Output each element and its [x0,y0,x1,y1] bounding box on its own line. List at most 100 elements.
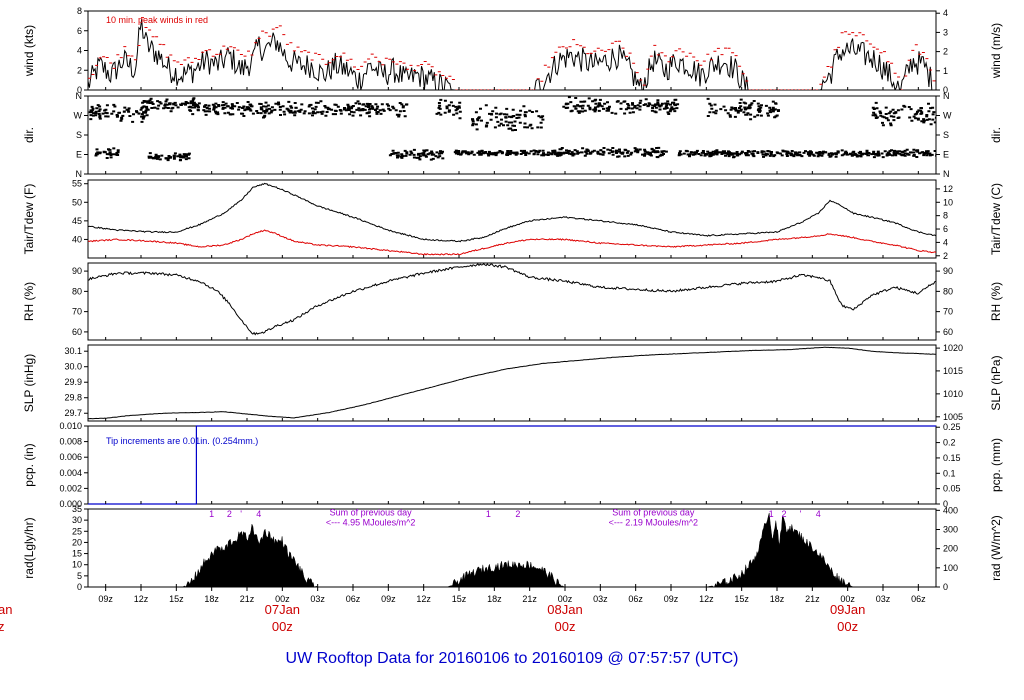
y-axis-label-left: Tair/Tdew (F) [22,184,36,255]
right-tick-label: W [943,111,952,121]
left-tick-label: 0.006 [59,452,82,462]
date-label: 07Jan [265,602,300,617]
y-axis-label-right: SLP (hPa) [989,355,1003,410]
left-tick-label: 29.9 [64,377,82,387]
left-tick-label: 29.8 [64,393,82,403]
time-axis-label: 18z [487,594,502,604]
rad-hour-mark: 1 [209,509,214,519]
panel-wind: 0 2 4 6 8 0 1 2 3 4 wind (kts) wind (m/s) 10 min. pe… [22,6,1003,95]
left-tick-label: 29.7 [64,408,82,418]
right-tick-label: 1020 [943,343,963,353]
rad-hour-mark: 2 [515,509,520,519]
right-tick-label: N [943,91,950,101]
panel-frame [87,344,937,422]
rad-hour-mark: 1 [769,509,774,519]
time-axis-label: 15z [169,594,184,604]
y-axis-label-right: dir. [989,127,1003,143]
left-tick-label: 8 [77,6,82,16]
right-tick-label: 80 [943,286,953,296]
left-tick-label: 70 [72,307,82,317]
temp-series-line-1 [88,229,936,256]
time-axis-label: 21z [240,594,255,604]
time-axis-label: 00z [840,594,855,604]
panel-frame [87,179,937,259]
time-axis-label: 09z [381,594,396,604]
left-tick-label: 5 [77,571,82,581]
right-tick-label: 200 [943,544,958,554]
time-axis-label: 18z [770,594,785,604]
left-tick-label: 90 [72,266,82,276]
time-axis-label: 06z [628,594,643,604]
left-tick-label: 0.010 [59,421,82,431]
time-axis-label: 00z [275,594,290,604]
panel-frame [87,262,937,341]
rad-hour-mark: 1 [486,509,491,519]
left-tick-label: 30 [72,515,82,525]
time-axis-label: 03z [876,594,891,604]
panel-frame [87,10,937,91]
date-label-fragment: an [0,602,12,617]
y-axis-label-right: wind (m/s) [989,23,1003,79]
y-axis-label-right: rad (W/m^2) [989,515,1003,581]
left-tick-label: 60 [72,327,82,337]
time-axis-label: 09z [664,594,679,604]
radiation-area [88,512,936,587]
right-tick-label: 4 [943,237,948,247]
right-tick-label: 0.2 [943,438,956,448]
date-label: 09Jan [830,602,865,617]
left-tick-label: 4 [77,46,82,56]
left-tick-label: 10 [72,560,82,570]
left-tick-label: 6 [77,26,82,36]
right-tick-label: 8 [943,211,948,221]
precip-accum-line [88,425,936,505]
right-tick-label: S [943,130,949,140]
right-tick-label: 90 [943,266,953,276]
left-tick-label: S [76,130,82,140]
left-tick-label: 0.008 [59,437,82,447]
y-axis-label-left: RH (%) [22,282,36,321]
left-tick-label: W [74,111,83,121]
left-tick-label: 45 [72,216,82,226]
left-tick-label: E [76,150,82,160]
time-axis-label: 06z [346,594,361,604]
left-tick-label: 2 [77,65,82,75]
rad-sum-annotation: Sum of previous day [330,508,413,518]
left-tick-label: 25 [72,526,82,536]
date-label-fragment: z [0,619,5,634]
rad-hour-mark: 2 [782,509,787,519]
time-axis-label: 12z [699,594,714,604]
time-axis-label: 00z [558,594,573,604]
right-tick-label: 0 [943,85,948,95]
date-label-hour: 00z [272,619,293,634]
time-axis-label: 03z [310,594,325,604]
right-tick-label: E [943,150,949,160]
slp-series-line-0 [88,346,936,420]
right-tick-label: 0 [943,582,948,592]
time-axis: 09z 12z 15z 18z 21z 00z 03z 06z 09z 12z 15z 18z 21z 0… [0,587,926,634]
left-tick-label: 80 [72,286,82,296]
right-tick-label: 0.15 [943,453,961,463]
rad-hour-mark: ' [800,509,802,519]
rad-hour-mark: 4 [816,509,821,519]
right-tick-label: 0.05 [943,484,961,494]
right-tick-label: 300 [943,525,958,535]
left-tick-label: 40 [72,234,82,244]
page-title: UW Rooftop Data for 20160106 to 20160109… [285,650,739,667]
y-axis-label-left: pcp. (in) [22,443,36,486]
panel-slp: 29.7 29.8 29.9 30.0 30.1 1005 1010 1015 1020 SLP … [22,343,1003,422]
rad-hour-mark: 4 [256,509,261,519]
right-tick-label: 4 [943,8,948,18]
left-tick-label: 30.1 [64,346,82,356]
wind-annotation: 10 min. peak winds in red [106,15,208,25]
time-axis-label: 12z [416,594,431,604]
right-tick-label: 1005 [943,412,963,422]
y-axis-label-left: rad(Lgly/hr) [22,517,36,578]
y-axis-label-right: Tair/Tdew (C) [989,183,1003,255]
rh-series-line-0 [88,263,936,336]
left-tick-label: 0.004 [59,468,82,478]
time-axis-label: 09z [98,594,113,604]
date-label-hour: 00z [837,619,858,634]
y-axis-label-left: dir. [22,127,36,143]
